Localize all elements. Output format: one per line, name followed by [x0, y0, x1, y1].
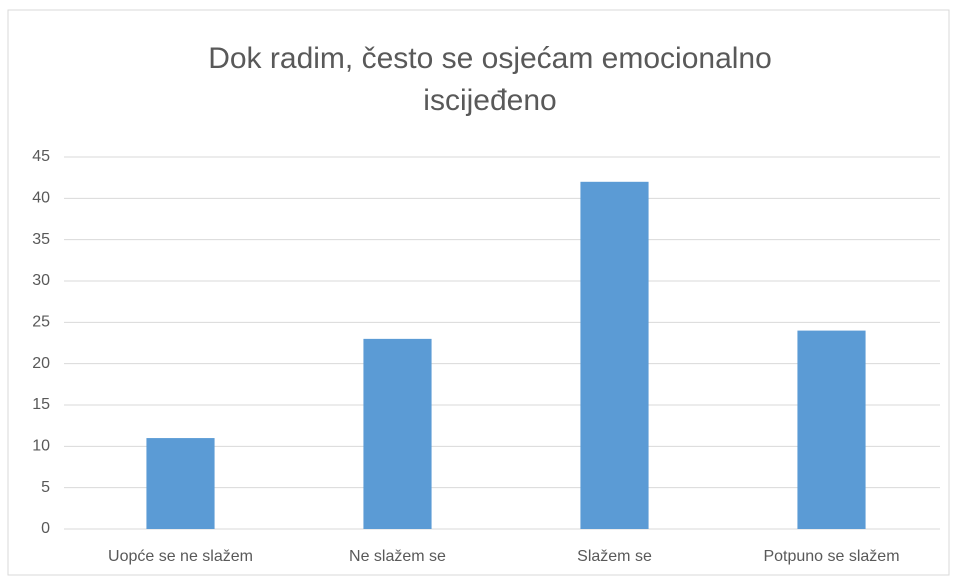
- y-tick-label: 20: [32, 355, 50, 372]
- y-tick-label: 10: [32, 438, 50, 455]
- chart-border: [7, 9, 950, 576]
- bar: [146, 438, 215, 529]
- bar: [797, 330, 866, 529]
- x-tick-label: Potpuno se slažem: [763, 548, 899, 565]
- x-tick-label: Ne slažem se: [349, 548, 446, 565]
- bar: [580, 181, 649, 530]
- x-tick-label: Uopće se ne slažem: [108, 548, 253, 565]
- chart-title: Dok radim, često se osjećam emocionalno …: [208, 42, 772, 117]
- y-tick-label: 15: [32, 396, 50, 413]
- y-tick-label: 35: [32, 231, 50, 248]
- y-tick-label: 40: [32, 190, 50, 207]
- bar: [363, 338, 432, 529]
- y-tick-label: 0: [41, 520, 50, 537]
- y-tick-label: 45: [32, 148, 50, 165]
- x-tick-label: Slažem se: [577, 548, 652, 565]
- y-tick-label: 30: [32, 272, 50, 289]
- y-tick-label: 25: [32, 314, 50, 331]
- y-tick-label: 5: [41, 479, 50, 496]
